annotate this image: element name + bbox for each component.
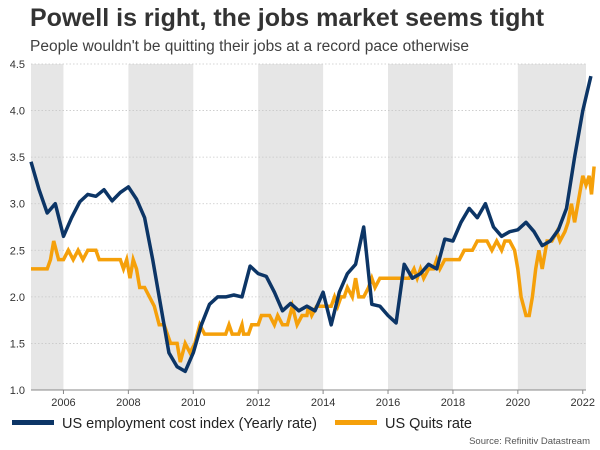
shaded-band-1: [128, 64, 194, 390]
x-tick-label: 2012: [246, 397, 270, 409]
y-tick-label: 2.5: [10, 245, 25, 257]
source-note: Source: Refinitiv Datastream: [469, 436, 590, 447]
x-tick-label: 2006: [51, 397, 75, 409]
y-tick-label: 1.5: [10, 338, 25, 350]
legend-swatch-quits: [334, 419, 377, 425]
chart-title: Powell is right, the jobs market seems t…: [30, 4, 545, 32]
x-tick-label: 2016: [376, 397, 400, 409]
legend-item-quits: US Quits rate: [334, 416, 472, 432]
chart-subtitle: People wouldn't be quitting their jobs a…: [30, 38, 469, 55]
legend-item-eci: US employment cost index (Yearly rate): [12, 416, 317, 432]
x-tick-label: 2010: [181, 397, 205, 409]
y-tick-label: 1.0: [10, 385, 25, 397]
series-line-eci: [29, 75, 593, 374]
x-tick-label: 2014: [311, 397, 335, 409]
series-line-quits: [31, 166, 596, 363]
legend-label-quits: US Quits rate: [384, 416, 472, 432]
shaded-band-3: [388, 64, 453, 390]
y-tick-label: 3.0: [10, 199, 25, 211]
y-tick-label: 4.0: [10, 106, 25, 118]
legend-swatch-eci: [12, 419, 54, 425]
x-tick-label: 2020: [506, 397, 530, 409]
x-tick-label: 2008: [116, 397, 140, 409]
y-tick-label: 2.0: [10, 292, 25, 304]
shaded-band-0: [31, 64, 64, 390]
chart-legend: US employment cost index (Yearly rate) U…: [12, 416, 486, 432]
x-tick-label: 2022: [571, 397, 595, 409]
x-tick-label: 2018: [441, 397, 465, 409]
shaded-band-2: [258, 64, 324, 390]
legend-label-eci: US employment cost index (Yearly rate): [62, 416, 317, 432]
y-tick-label: 4.5: [10, 59, 25, 71]
y-tick-label: 3.5: [10, 152, 25, 164]
